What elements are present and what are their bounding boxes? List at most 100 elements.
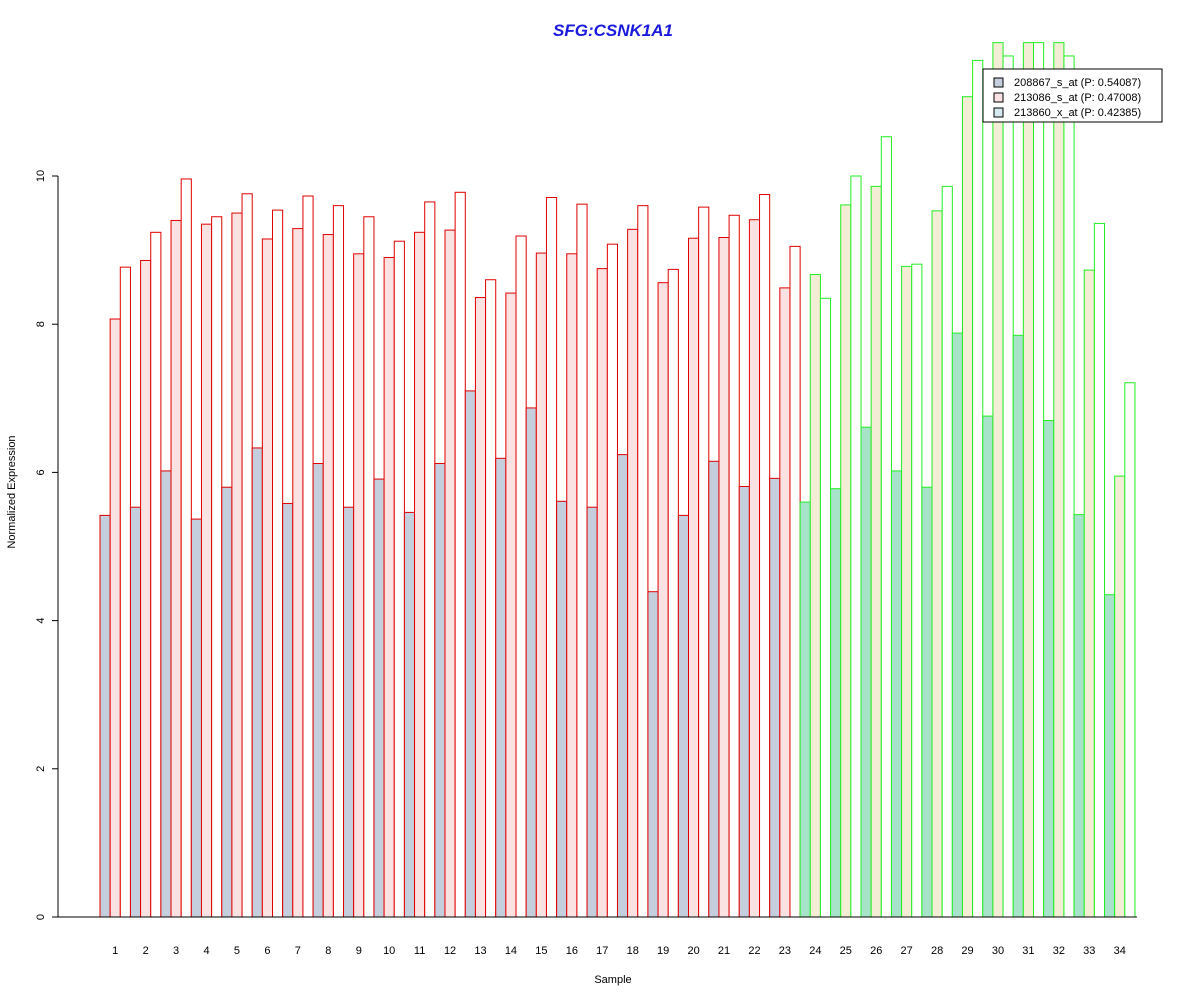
x-tick-label: 1 [112,945,118,957]
bar-sample-28-series-3 [941,185,953,918]
bar-sample-34-series-3 [1124,382,1136,918]
bar-sample-2-series-2 [140,259,152,918]
bar-sample-6-series-3 [272,209,284,918]
bar-sample-33-series-2 [1083,269,1095,918]
bar-sample-24-series-3 [819,297,832,918]
bar-sample-9-series-2 [353,253,365,918]
y-tick-label: 10 [35,170,47,182]
bar-sample-3-series-1 [160,470,172,918]
bar-sample-13-series-3 [485,279,497,918]
x-tick-label: 4 [203,945,209,957]
x-tick-label: 21 [718,945,730,957]
y-axis-label: Normalized Expression [6,435,18,548]
bar-sample-32-series-2 [1053,42,1065,918]
x-tick-label: 30 [992,945,1004,957]
bar-sample-4-series-3 [211,216,223,918]
y-axis: 0 2 4 6 8 10 [35,170,59,920]
x-tick-label: 13 [474,945,486,957]
bar-sample-13-series-1 [464,390,476,918]
bar-sample-31-series-1 [1012,334,1024,918]
bars-layer [58,42,1137,918]
bar-sample-28-series-2 [931,210,943,918]
x-tick-label: 19 [657,945,669,957]
bar-sample-21-series-1 [708,460,720,918]
bar-sample-31-series-3 [1033,42,1045,918]
bar-sample-5-series-2 [231,212,243,918]
x-tick-label: 31 [1022,945,1034,957]
x-tick-label: 18 [627,945,639,957]
x-tick-label: 9 [356,945,362,957]
bar-sample-8-series-1 [312,463,324,918]
legend-swatch [993,92,1004,103]
bar-sample-10-series-3 [393,240,405,918]
bar-sample-11-series-2 [414,231,426,918]
bar-sample-10-series-2 [383,257,395,918]
bar-sample-29-series-1 [951,332,963,918]
x-tick-label: 3 [173,945,179,957]
x-tick-label: 16 [566,945,578,957]
bar-sample-24-series-2 [809,274,821,918]
bar-sample-6-series-2 [261,238,274,918]
legend: 208867_s_at (P: 0.54087) 213086_s_at (P: … [982,68,1163,123]
bar-sample-3-series-3 [180,178,192,918]
bar-sample-19-series-2 [657,282,669,918]
bar-sample-23-series-1 [769,477,781,918]
bar-sample-16-series-3 [576,203,588,918]
y-tick-label: 8 [35,321,47,327]
bar-sample-29-series-2 [961,96,974,918]
bar-sample-7-series-1 [282,503,294,918]
x-tick-label: 25 [840,945,852,957]
bar-sample-2-series-3 [150,231,162,918]
bar-sample-14-series-1 [495,457,507,918]
bar-sample-16-series-1 [556,500,568,918]
bar-sample-20-series-3 [698,206,710,918]
bar-sample-17-series-2 [596,268,608,918]
legend-entry-label: 213860_x_at (P: 0.42385) [1014,107,1141,119]
x-tick-label: 10 [383,945,395,957]
bar-sample-9-series-1 [343,506,355,918]
legend-swatch [993,77,1004,88]
bar-sample-6-series-1 [251,447,263,918]
bar-sample-4-series-1 [190,518,202,918]
legend-box [982,68,1163,123]
bar-sample-23-series-3 [789,245,801,918]
bar-sample-14-series-2 [505,292,517,918]
x-tick-labels: 1 2 3 4 5 6 7 8 9 10 11 12 13 14 15 16 17 18 19 20 21 22 23 24 2… [112,945,1126,957]
bar-sample-23-series-2 [779,287,791,918]
bar-sample-15-series-2 [535,252,547,918]
bar-sample-1-series-3 [119,266,131,918]
bar-sample-11-series-3 [424,201,436,918]
x-tick-label: 23 [779,945,791,957]
bar-sample-33-series-1 [1073,514,1085,918]
bar-sample-24-series-1 [799,501,811,918]
bar-sample-5-series-3 [241,193,253,918]
bar-sample-2-series-1 [129,506,142,918]
bar-sample-5-series-1 [221,486,233,918]
bar-sample-12-series-2 [444,229,456,918]
bar-sample-20-series-1 [677,514,690,918]
bar-sample-14-series-3 [515,235,527,918]
bar-sample-22-series-3 [759,194,771,918]
x-axis-label: Sample [594,974,631,986]
x-tick-label: 26 [870,945,882,957]
x-tick-label: 8 [325,945,331,957]
bar-sample-34-series-1 [1104,594,1116,918]
x-tick-label: 12 [444,945,456,957]
bar-sample-1-series-2 [109,318,121,918]
x-tick-label: 27 [901,945,913,957]
bar-sample-26-series-1 [860,426,872,918]
bar-sample-19-series-3 [667,268,679,918]
bar-sample-25-series-3 [850,175,862,918]
bar-sample-13-series-2 [474,297,487,918]
bar-sample-30-series-3 [1002,55,1014,918]
bar-sample-7-series-3 [302,195,314,918]
bar-sample-1-series-1 [99,514,111,918]
chart-title: SFG:CSNK1A1 [553,21,673,40]
legend-swatch [993,107,1004,118]
x-tick-label: 5 [234,945,240,957]
bar-sample-8-series-3 [332,205,345,918]
bar-sample-34-series-2 [1114,475,1126,918]
x-tick-label: 11 [414,945,425,957]
bar-sample-12-series-3 [454,191,466,918]
bar-sample-27-series-3 [911,263,923,918]
